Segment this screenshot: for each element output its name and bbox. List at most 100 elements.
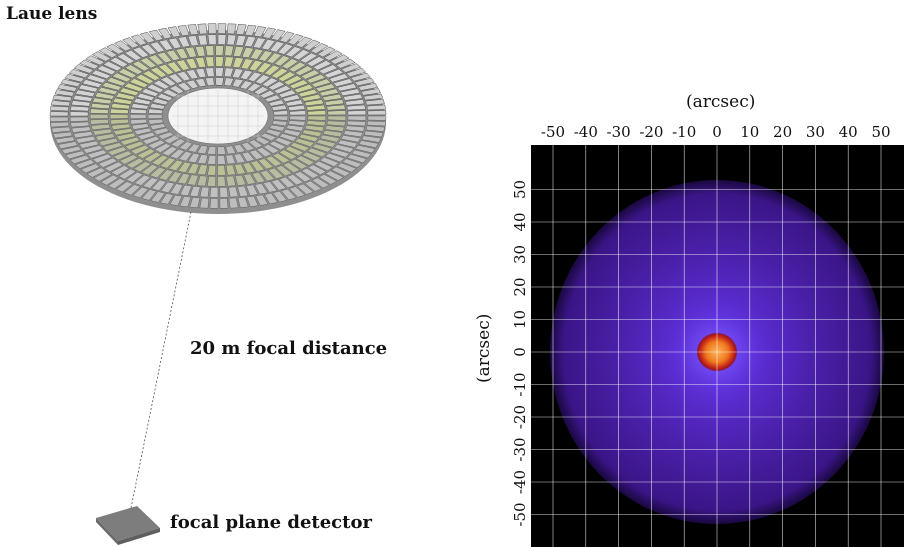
lens-crystal-tile <box>139 57 158 69</box>
lens-crystal-tile <box>272 152 291 164</box>
detector-label: focal plane detector <box>170 512 372 533</box>
lens-crystal-tile <box>64 73 85 83</box>
lens-crystal-tile <box>57 141 79 150</box>
lens-crystal-tile <box>262 181 278 193</box>
lens-crystal-tile <box>177 36 191 48</box>
lens-crystal-tile <box>267 167 284 179</box>
lens-crystal-tile <box>168 159 184 171</box>
lens-crystal-tile <box>346 120 366 127</box>
lens-crystal-tile <box>92 153 113 164</box>
lens-crystal-tile <box>287 61 307 73</box>
lens-crystal-tile <box>217 165 226 176</box>
lens-crystal-tile <box>152 79 171 90</box>
lens-crystal-tile <box>254 183 269 195</box>
lens-crystal-tile <box>157 27 172 40</box>
lens-crystal-tile <box>107 178 127 189</box>
lens-crystal-tile <box>179 196 192 208</box>
lens-crystal-tile <box>101 81 122 91</box>
lens-crystal-tile <box>159 76 177 87</box>
lens-crystal-tile <box>257 158 274 170</box>
lens-crystal-tile <box>102 61 123 72</box>
lens-crystal-tile <box>367 115 387 121</box>
lens-crystal-tile <box>275 165 293 177</box>
lens-crystal-tile <box>293 84 314 94</box>
lens-crystal-tile <box>318 64 339 75</box>
lens-crystal-tile <box>256 62 273 74</box>
y-tick-label: 0 <box>511 347 529 357</box>
lens-crystal-tile <box>318 88 340 97</box>
lens-crystal-tile <box>178 141 193 151</box>
lens-crystal-tile <box>351 149 372 159</box>
lens-crystal-tile <box>302 39 321 51</box>
lens-crystal-tile <box>315 83 336 92</box>
lens-crystal-tile <box>259 170 275 182</box>
lens-crystal-tile <box>133 161 152 173</box>
lens-crystal-tile <box>90 123 111 131</box>
lens-crystal-tile <box>235 24 247 35</box>
lens-crystal-tile <box>199 186 210 198</box>
lens-crystal-tile <box>219 198 229 209</box>
lens-crystal-tile <box>185 57 198 70</box>
lens-crystal-tile <box>312 60 333 71</box>
lens-crystal-tile <box>115 132 137 141</box>
lens-crystal-tile <box>342 93 363 101</box>
lens-crystal-tile <box>219 187 229 198</box>
lens-crystal-tile <box>241 151 256 162</box>
lens-crystal-tile <box>267 81 286 91</box>
lens-crystal-tile <box>96 65 117 76</box>
lens-crystal-tile <box>147 108 164 115</box>
lens-crystal-tile <box>195 68 207 78</box>
lens-crystal-tile <box>288 79 309 90</box>
lens-crystal-tile <box>215 77 224 86</box>
lens-crystal-tile <box>271 104 288 111</box>
lens-crystal-tile <box>110 103 131 110</box>
lens-crystal-tile <box>215 67 224 77</box>
lens-crystal-tile <box>97 86 119 96</box>
lens-crystal-tile <box>68 68 90 78</box>
lens-crystal-tile <box>242 162 256 174</box>
lens-crystal-tile <box>287 33 304 46</box>
lens-crystal-tile <box>273 110 289 116</box>
lens-crystal-tile <box>194 78 207 88</box>
lens-crystal-tile <box>340 88 361 97</box>
y-tick-label: 20 <box>511 277 529 296</box>
lens-crystal-tile <box>306 120 326 127</box>
lens-crystal-tile <box>139 31 156 44</box>
lens-crystal-tile <box>279 31 295 43</box>
lens-crystal-tile <box>107 146 128 156</box>
lens-crystal-tile <box>82 145 104 154</box>
lens-crystal-tile <box>185 69 199 80</box>
x-tick-label: -20 <box>639 123 663 141</box>
lens-crystal-tile <box>336 83 358 92</box>
lens-crystal-tile <box>253 86 270 96</box>
lens-crystal-tile <box>232 46 245 57</box>
lens-crystal-tile <box>149 41 166 53</box>
lens-crystal-tile <box>194 45 206 57</box>
lens-crystal-tile <box>175 47 189 60</box>
lens-crystal-tile <box>228 197 239 209</box>
lens-crystal-tile <box>294 138 315 147</box>
lens-crystal-tile <box>233 153 246 164</box>
lens-crystal-tile <box>142 177 159 189</box>
lens-crystal-tile <box>128 78 149 88</box>
lens-crystal-tile <box>237 196 249 208</box>
lens-crystal-tile <box>268 99 285 107</box>
x-tick-label: 30 <box>806 123 825 141</box>
lens-crystal-tile <box>255 194 269 206</box>
lens-crystal-tile <box>147 114 163 120</box>
lens-crystal-tile <box>70 121 90 128</box>
lens-crystal-tile <box>295 155 316 166</box>
lens-crystal-tile <box>363 130 384 138</box>
lens-crystal-tile <box>284 145 305 156</box>
lens-crystal-tile <box>196 145 209 155</box>
lens-crystal-tile <box>266 52 283 64</box>
lens-crystal-tile <box>225 164 236 176</box>
lens-crystal-tile <box>175 59 190 71</box>
lens-crystal-tile <box>288 120 306 127</box>
lens-crystal-tile <box>169 183 184 195</box>
lens-crystal-tile <box>247 71 263 82</box>
y-axis-title: (arcsec) <box>474 313 494 383</box>
lens-crystal-tile <box>129 108 148 114</box>
lens-crystal-tile <box>136 92 155 101</box>
lens-crystal-tile <box>272 190 288 203</box>
